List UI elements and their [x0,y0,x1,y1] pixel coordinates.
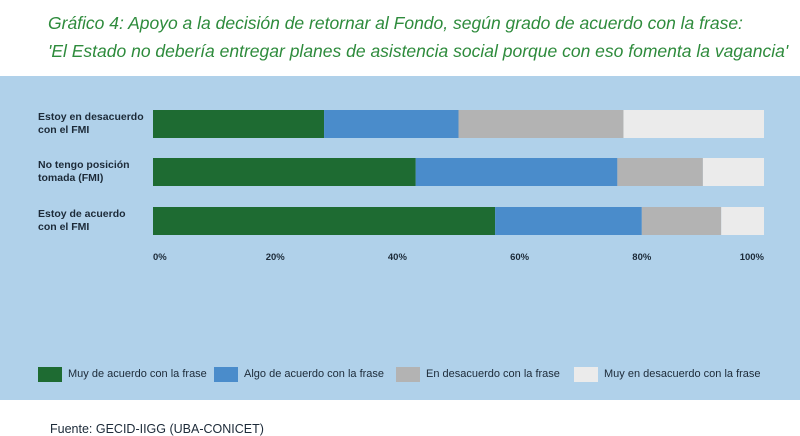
legend-swatch [574,366,598,382]
bar-segment [324,110,459,138]
category-label-line: No tengo posición [38,159,130,171]
legend-swatch [396,366,420,382]
bar-segment [702,158,764,186]
chart-title-line-2: 'El Estado no debería entregar planes de… [48,41,789,61]
bar-segment [153,158,416,186]
legend-item: En desacuerdo con la frase [396,366,560,382]
bar-segment [495,207,642,235]
category-label-line: Estoy de acuerdo [38,208,126,220]
chart-legend: Muy de acuerdo con la frase Algo de acuer… [0,366,800,382]
bar-segment [458,110,624,138]
legend-swatch [214,366,238,382]
x-tick-label: 40% [388,252,408,263]
legend-item: Muy de acuerdo con la frase [38,366,207,382]
chart-header: Gráfico 4: Apoyo a la decisión de retorn… [0,0,800,76]
x-tick-label: 100% [740,252,765,263]
x-tick-label: 60% [510,252,530,263]
legend-item: Muy en desacuerdo con la frase [574,366,761,382]
bar-segment [623,110,764,138]
category-label-line: Estoy en desacuerdo [38,111,144,123]
x-tick-label: 80% [632,252,652,263]
legend-label: Muy en desacuerdo con la frase [604,368,761,380]
bar-segment [721,207,764,235]
legend-swatch [38,366,62,382]
category-label: No tengo posición tomada (FMI) [38,159,130,184]
chart-panel: Estoy en desacuerdo con el FMI No tengo po… [0,76,800,436]
legend-label: En desacuerdo con la frase [426,368,560,380]
bar-segment [153,207,496,235]
category-label: Estoy en desacuerdo con el FMI [38,111,144,136]
legend-label: Muy de acuerdo con la frase [68,368,207,380]
category-label-line: con el FMI [38,124,89,136]
bar-segment [415,158,618,186]
legend-label: Algo de acuerdo con la frase [244,368,385,380]
x-tick-label: 20% [266,252,286,263]
category-label-line: con el FMI [38,221,89,233]
chart-source: Fuente: GECID-IIGG (UBA-CONICET) [50,422,264,436]
category-label-line: tomada (FMI) [38,172,103,184]
legend-item: Algo de acuerdo con la frase [214,366,384,382]
chart-title-line-1: Gráfico 4: Apoyo a la decisión de retorn… [48,13,743,33]
bar-segment [617,158,703,186]
category-label: Estoy de acuerdo con el FMI [38,208,126,233]
x-tick-label: 0% [153,252,167,263]
bar-segment [641,207,722,235]
bar-segment [153,110,325,138]
